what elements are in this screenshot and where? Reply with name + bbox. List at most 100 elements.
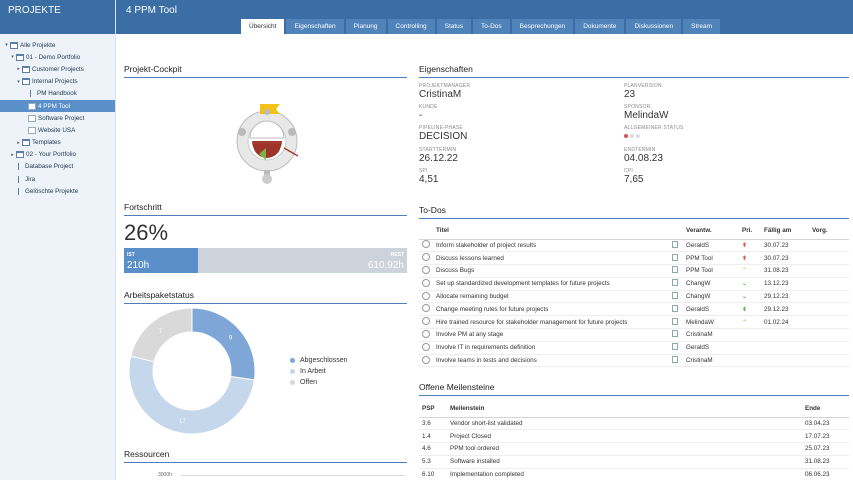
todo-col-owner[interactable]: Verantw.	[683, 223, 739, 240]
todo-check-cell	[419, 354, 433, 368]
tab-item[interactable]: Diskussionen	[626, 19, 682, 34]
todo-title[interactable]: Allocate remaining budget	[433, 290, 669, 304]
todo-header-row: Titel Verantw. Pri. Fällig am Vorg.	[419, 223, 849, 240]
todo-row[interactable]: Inform stakeholder of project results Ger…	[419, 239, 849, 253]
chevron-right-icon[interactable]: ▸	[17, 139, 20, 146]
property-caption: PLANVERSION	[624, 83, 662, 89]
chevron-down-icon[interactable]: ▾	[11, 54, 14, 61]
tree-item[interactable]: ▾ Alle Projekte	[0, 39, 115, 51]
tree-item[interactable]: PM Handbook	[0, 88, 115, 100]
milestone-name[interactable]: Software installed	[447, 455, 802, 469]
todos-title: To-Dos	[419, 205, 849, 219]
checkbox-circle-icon[interactable]	[422, 253, 430, 262]
milestone-row[interactable]: 3.6 Vendor short-list validated 03.04.23	[419, 417, 849, 431]
todo-title[interactable]: Inform stakeholder of project results	[433, 239, 669, 253]
todo-row[interactable]: Allocate remaining budget ChangW ⌄ 29.12.23	[419, 290, 849, 304]
property-value: 04.08.23	[624, 153, 663, 164]
donut-slice-abgeschlossen[interactable]	[191, 307, 256, 381]
todo-title[interactable]: Involve teams in tests and decisions	[433, 354, 669, 368]
todo-row[interactable]: Discuss Bugs PPM Tool ⌃ 31.08.23	[419, 264, 849, 278]
milestone-row[interactable]: 1.4 Project Closed 17.07.23	[419, 429, 849, 444]
milestone-name[interactable]: PPM tool ordered	[447, 442, 802, 456]
tree-item-label: Alle Projekte	[20, 41, 56, 49]
chevron-down-icon[interactable]: ▾	[5, 42, 8, 49]
tree-item[interactable]: Website USA	[0, 124, 115, 136]
tab-item[interactable]: Controlling	[387, 19, 435, 34]
doc-icon	[28, 114, 36, 122]
todo-title[interactable]: Set up standardized development template…	[433, 277, 669, 291]
todo-pred	[809, 251, 849, 266]
tab-item[interactable]: To-Dos	[473, 19, 510, 34]
todo-col-pred[interactable]: Vorg.	[809, 223, 849, 240]
todo-col-title[interactable]: Titel	[433, 223, 669, 240]
todo-row[interactable]: Set up standardized development template…	[419, 277, 849, 291]
tab-item[interactable]: Stream	[683, 19, 721, 34]
tab-item[interactable]: Übersicht	[241, 19, 285, 34]
checkbox-circle-icon[interactable]	[422, 342, 430, 351]
donut-slice-offen[interactable]	[130, 307, 193, 363]
checkbox-circle-icon[interactable]	[422, 304, 430, 313]
todo-title[interactable]: Involve PM at any stage	[433, 328, 669, 342]
calendar-icon	[672, 317, 678, 325]
todo-title[interactable]: Change meeting rules for future projects	[433, 302, 669, 317]
todo-title[interactable]: Discuss Bugs	[433, 264, 669, 278]
todo-row[interactable]: Discuss lessons learned PPM Tool ⇞ 30.07.23	[419, 251, 849, 266]
tree-item[interactable]: ▸ Templates	[0, 137, 115, 149]
tree-item[interactable]: ▸ 02 - Your Portfolio	[0, 149, 115, 161]
milestone-col-psp[interactable]: PSP	[419, 401, 447, 418]
tree-item[interactable]: ▸ Customer Projects	[0, 63, 115, 75]
legend-item[interactable]: Offen	[290, 377, 347, 388]
progress-fill	[124, 248, 198, 273]
tab-item[interactable]: Besprechungen	[511, 19, 574, 34]
todo-col-prio[interactable]: Pri.	[739, 223, 761, 240]
property-value: 7,65	[624, 174, 644, 185]
todo-title[interactable]: Involve IT in requirements definition	[433, 341, 669, 355]
checkbox-circle-icon[interactable]	[422, 265, 430, 274]
todo-row[interactable]: Change meeting rules for future projects…	[419, 302, 849, 317]
milestone-row[interactable]: 5.3 Software installed 31.08.23	[419, 455, 849, 469]
checkbox-circle-icon[interactable]	[422, 355, 430, 364]
todo-title[interactable]: Hire trained resource for stakeholder ma…	[433, 315, 669, 330]
tree-item[interactable]: Gelöschte Projekte	[0, 185, 115, 197]
todo-flag-cell	[669, 290, 683, 304]
todo-due: 31.08.23	[761, 264, 809, 278]
milestone-col-name[interactable]: Meilenstein	[447, 401, 802, 418]
checkbox-circle-icon[interactable]	[422, 329, 430, 338]
milestone-name[interactable]: Vendor short-list validated	[447, 417, 802, 431]
checkbox-circle-icon[interactable]	[422, 240, 430, 249]
tree-item[interactable]: Jira	[0, 173, 115, 185]
tree-item[interactable]: 4 PPM Tool	[0, 99, 115, 113]
todo-title[interactable]: Discuss lessons learned	[433, 251, 669, 266]
milestone-col-end[interactable]: Ende	[802, 401, 849, 418]
milestone-row[interactable]: 6.10 Implementation completed 06.06.23	[419, 468, 849, 480]
tree-item[interactable]: ▾ Internal Projects	[0, 76, 115, 88]
tree-item[interactable]: Database Project	[0, 161, 115, 173]
property-field: PLANVERSION 23	[624, 83, 662, 100]
legend-item[interactable]: Abgeschlossen	[290, 355, 347, 366]
tab-item[interactable]: Planung	[345, 19, 386, 34]
checkbox-circle-icon[interactable]	[422, 278, 430, 287]
checkbox-circle-icon[interactable]	[422, 291, 430, 300]
tree-item-label: PM Handbook	[37, 90, 77, 98]
tab-item[interactable]: Dokumente	[575, 19, 625, 34]
todo-owner: PPM Tool	[683, 264, 739, 278]
todo-row[interactable]: Involve PM at any stage CristinaM	[419, 328, 849, 342]
milestone-name[interactable]: Project Closed	[447, 429, 802, 444]
milestone-row[interactable]: 4.6 PPM tool ordered 25.07.23	[419, 442, 849, 456]
legend-item[interactable]: In Arbeit	[290, 366, 347, 377]
tab-item[interactable]: Status	[436, 19, 472, 34]
chevron-right-icon[interactable]: ▸	[11, 151, 14, 158]
todo-row[interactable]: Involve teams in tests and decisions Cris…	[419, 354, 849, 368]
tab-item[interactable]: Eigenschaften	[286, 19, 344, 34]
chevron-right-icon[interactable]: ▸	[17, 66, 20, 73]
checkbox-circle-icon[interactable]	[422, 317, 430, 326]
milestone-name[interactable]: Implementation completed	[447, 468, 802, 480]
todo-row[interactable]: Involve IT in requirements definition Ger…	[419, 341, 849, 355]
tree-item[interactable]: Software Project	[0, 112, 115, 124]
todo-row[interactable]: Hire trained resource for stakeholder ma…	[419, 315, 849, 330]
milestone-psp: 3.6	[419, 417, 447, 431]
tree-item[interactable]: ▾ 01 - Demo Portfolio	[0, 51, 115, 63]
chevron-down-icon[interactable]: ▾	[17, 78, 20, 85]
donut-slice-in-arbeit[interactable]	[128, 355, 255, 435]
todo-col-due[interactable]: Fällig am	[761, 223, 809, 240]
